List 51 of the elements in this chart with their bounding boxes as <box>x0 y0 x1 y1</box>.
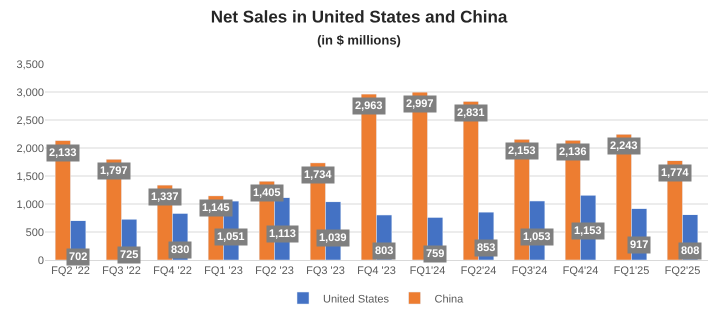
x-tick-label: FQ4 '23 <box>357 265 396 278</box>
data-label: 803 <box>375 245 394 257</box>
chart-subtitle: (in $ millions) <box>317 32 401 48</box>
y-tick-label: 1,000 <box>16 198 44 211</box>
x-tick-label: FQ1 '23 <box>204 265 243 278</box>
data-label: 1,039 <box>319 232 347 244</box>
x-tick-label: FQ4'24 <box>562 265 598 278</box>
data-label: 830 <box>171 244 190 256</box>
x-tick-label: FQ2 '23 <box>255 265 294 278</box>
x-tick-label: FQ2'25 <box>664 265 700 278</box>
data-label: 1,053 <box>523 231 551 243</box>
y-tick-label: 3,500 <box>16 58 44 71</box>
data-label: 917 <box>630 239 648 251</box>
x-tick-label: FQ3'24 <box>512 265 548 278</box>
data-label: 1,774 <box>661 167 690 179</box>
x-tick-label: FQ1'25 <box>614 265 650 278</box>
data-label: 853 <box>477 242 496 254</box>
data-label: 808 <box>681 245 700 257</box>
x-tick-label: FQ4 '22 <box>153 265 192 278</box>
y-tick-label: 2,000 <box>16 142 44 155</box>
data-label: 2,243 <box>610 140 638 152</box>
data-label: 1,405 <box>253 187 281 199</box>
data-label: 2,133 <box>49 147 77 159</box>
data-label: 2,997 <box>406 98 434 110</box>
data-label: 2,153 <box>508 145 536 157</box>
x-tick-label: FQ3 '22 <box>102 265 141 278</box>
data-label: 1,734 <box>304 169 332 181</box>
legend-label: China <box>434 293 464 306</box>
x-tick-label: FQ2'24 <box>460 265 496 278</box>
data-label: 1,113 <box>269 228 296 240</box>
y-tick-label: 2,500 <box>16 114 44 127</box>
data-label: 759 <box>426 248 444 260</box>
data-label: 2,831 <box>457 107 485 119</box>
data-label: 2,963 <box>355 100 383 112</box>
chart-title: Net Sales in United States and China <box>210 8 508 27</box>
y-tick-label: 500 <box>26 226 44 239</box>
x-tick-label: FQ3 '23 <box>306 265 345 278</box>
data-label: 1,051 <box>217 231 245 243</box>
data-label: 1,153 <box>574 225 602 237</box>
y-tick-label: 3,000 <box>16 86 44 99</box>
x-tick-label: FQ2 '22 <box>51 265 90 278</box>
y-tick-label: 0 <box>38 254 44 267</box>
data-label: 725 <box>120 249 138 261</box>
data-label: 1,337 <box>151 191 179 203</box>
data-label: 702 <box>69 251 88 263</box>
data-label: 1,797 <box>100 165 128 177</box>
data-label: 2,136 <box>559 146 587 158</box>
legend-label: United States <box>323 293 390 306</box>
y-tick-label: 1,500 <box>16 170 44 183</box>
data-label: 1,145 <box>202 202 230 214</box>
x-tick-label: FQ1'24 <box>410 265 446 278</box>
